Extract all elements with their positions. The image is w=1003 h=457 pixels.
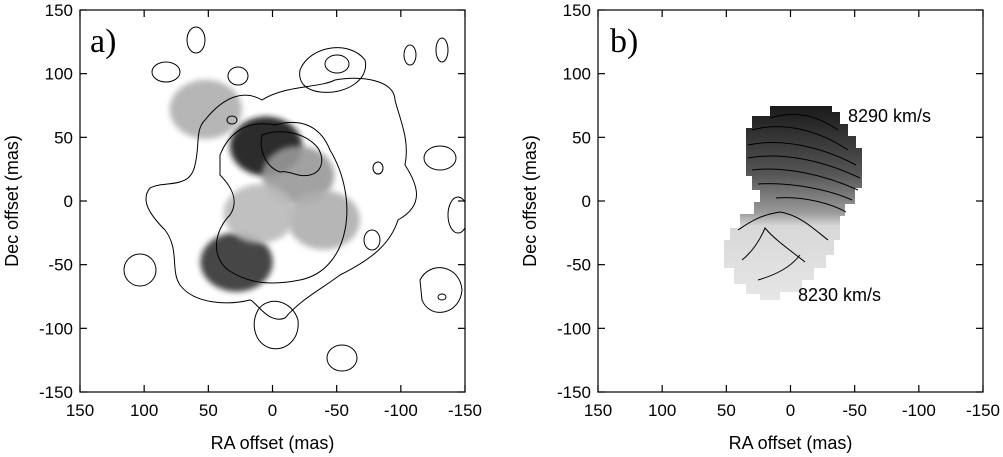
contour-core — [260, 131, 323, 177]
y-tick-label-0: -150 — [557, 383, 591, 402]
x-tick-label-6: -150 — [966, 401, 1000, 420]
panel-a: 150 100 50 0 -50 -100 -150-150-100-50050100150… — [2, 1, 482, 453]
panel-a-letter: a) — [90, 23, 116, 60]
velocity-contour-9 — [741, 227, 806, 263]
contour-blob-15 — [253, 300, 299, 350]
contour-blob-13 — [419, 267, 463, 313]
panel-b: 150 100 50 0 -50 -100 -150-150-100-50050100150… — [520, 1, 1000, 453]
contour-blob-4 — [299, 47, 367, 93]
x-tick-label-2: 50 — [199, 401, 218, 420]
contour-blob-11 — [123, 253, 157, 287]
y-tick-label-0: -150 — [39, 383, 73, 402]
y-tick-label-4: 50 — [54, 128, 73, 147]
panel-a-xlabel: RA offset (mas) — [211, 433, 335, 453]
velocity-contour-1 — [769, 113, 839, 131]
velocity-contour-2 — [751, 126, 849, 151]
contour-blob-8 — [423, 145, 457, 171]
panel-a-axes: 150 100 50 0 -50 -100 -150 -150 -100 -50 0 50 100 150 — [39, 1, 482, 420]
contour-inner-main — [215, 121, 348, 284]
contour-blob-16 — [326, 344, 358, 372]
contour-blob-17 — [363, 229, 381, 251]
intensity-component-1 — [200, 232, 273, 292]
x-tick-label-5: -100 — [384, 401, 418, 420]
x-tick-label-1: 100 — [648, 401, 676, 420]
intensity-component-5 — [223, 184, 296, 244]
velocity-contour-10 — [757, 254, 801, 281]
contour-blob-7 — [435, 37, 449, 63]
velocity-field — [724, 106, 862, 300]
intensity-component-2 — [169, 79, 242, 139]
contour-outer-main — [145, 77, 417, 320]
x-tick-label-5: -100 — [902, 401, 936, 420]
panel-b-xlabel: RA offset (mas) — [729, 433, 853, 453]
y-tick-label-4: 50 — [572, 128, 591, 147]
y-tick-label-5: 100 — [563, 65, 591, 84]
y-tick-label-2: -50 — [566, 256, 591, 275]
contour-blob-1 — [186, 26, 206, 54]
contour-blob-3 — [227, 66, 249, 86]
panel-a-contours — [123, 26, 465, 372]
x-tick-label-1: 100 — [130, 401, 158, 420]
y-tick-label-6: 150 — [563, 1, 591, 20]
x-tick-label-0: 150 — [66, 401, 94, 420]
y-tick-label-6: 150 — [45, 1, 73, 20]
panel-a-intensity-map — [169, 79, 360, 292]
y-tick-label-5: 100 — [45, 65, 73, 84]
y-tick-label-2: -50 — [48, 256, 73, 275]
y-tick-label-1: -100 — [39, 319, 73, 338]
velocity-contour-3 — [747, 142, 857, 166]
x-tick-label-6: -150 — [448, 401, 482, 420]
panel-b-letter: b) — [610, 23, 638, 60]
x-tick-label-4: -50 — [842, 401, 867, 420]
intensity-component-4 — [287, 190, 360, 250]
y-tick-label-1: -100 — [557, 319, 591, 338]
contour-blob-9 — [447, 196, 465, 234]
y-tick-label-3: 0 — [64, 192, 73, 211]
panel-b-axes: 150 100 50 0 -50 -100 -150 -150 -100 -50 0 50 100 150 — [557, 1, 1000, 420]
annotation-low-velocity: 8230 km/s — [798, 285, 881, 305]
panel-b-velocity-map — [724, 106, 862, 300]
velocity-contour-8 — [737, 211, 829, 241]
contour-blob-10 — [372, 161, 384, 175]
contour-blob-6 — [403, 44, 417, 66]
velocity-contour-5 — [751, 168, 859, 191]
x-tick-label-0: 150 — [584, 401, 612, 420]
velocity-contour-7 — [775, 197, 847, 213]
panel-b-ylabel: Dec offset (mas) — [520, 135, 540, 267]
x-tick-label-3: 0 — [268, 401, 277, 420]
y-tick-label-3: 0 — [582, 192, 591, 211]
x-tick-label-2: 50 — [717, 401, 736, 420]
velocity-contour-4 — [747, 155, 861, 179]
contour-blob-14 — [437, 293, 447, 301]
contour-blob-2 — [151, 61, 181, 83]
annotation-high-velocity: 8290 km/s — [848, 106, 931, 126]
x-tick-label-4: -50 — [324, 401, 349, 420]
velocity-contour-6 — [757, 183, 853, 201]
x-tick-label-3: 0 — [786, 401, 795, 420]
contour-blob-5 — [324, 54, 350, 74]
contour-blob-12 — [226, 115, 238, 125]
panel-a-ylabel: Dec offset (mas) — [2, 135, 22, 267]
